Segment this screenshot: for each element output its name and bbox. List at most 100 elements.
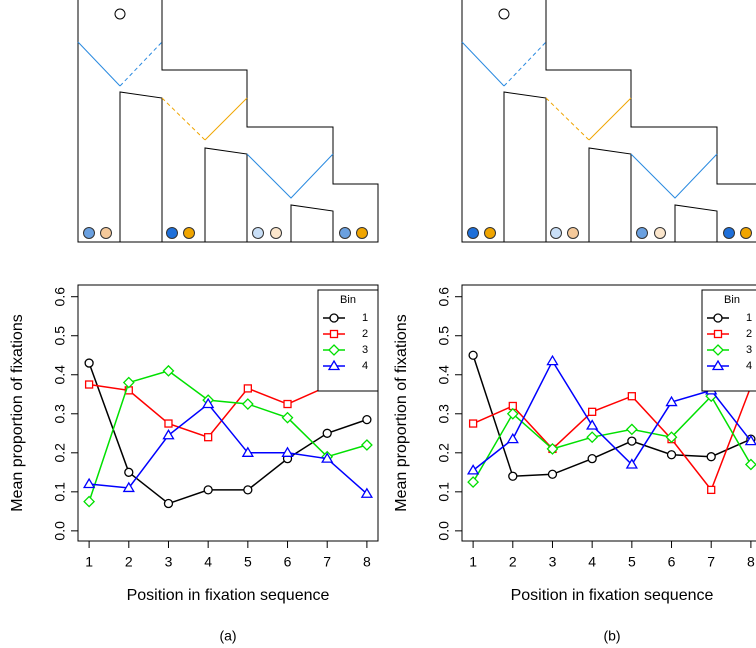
- marker: [506, 432, 519, 444]
- outline: [461, 0, 756, 243]
- marker: [281, 446, 294, 457]
- legend-marker: [328, 344, 340, 356]
- legend: Bin 1 2 3 4: [701, 289, 756, 392]
- marker: [204, 433, 213, 442]
- y-tick-label: 0.2: [436, 443, 452, 463]
- pillar: [674, 204, 718, 242]
- marker: [468, 419, 478, 428]
- diagram-b: [461, 0, 756, 243]
- marker: [744, 434, 756, 446]
- y-axis-title: Mean proportion of fixations: [393, 314, 410, 511]
- legend-label: 4: [746, 360, 752, 372]
- caption: (a): [219, 628, 236, 644]
- marker: [627, 436, 637, 446]
- marker: [707, 485, 716, 495]
- marker: [83, 495, 96, 508]
- y-tick-label: 0.2: [52, 443, 68, 463]
- token: [484, 227, 496, 239]
- token: [100, 227, 112, 239]
- plot-frame: [461, 284, 756, 542]
- pillar: [290, 204, 334, 242]
- marker: [122, 481, 135, 493]
- marker: [243, 485, 253, 495]
- token: [166, 227, 178, 239]
- legend-label: 1: [362, 312, 368, 324]
- series-line: [472, 386, 752, 492]
- path: [204, 97, 248, 141]
- token: [654, 227, 666, 239]
- x-tick-label: 7: [707, 554, 715, 570]
- marker: [241, 398, 254, 410]
- marker: [322, 428, 332, 438]
- marker: [627, 392, 636, 401]
- marker: [508, 471, 518, 481]
- marker: [241, 446, 254, 457]
- legend-marker: [711, 359, 725, 371]
- token: [183, 227, 195, 239]
- x-tick-label: 8: [363, 554, 371, 570]
- path: [119, 41, 163, 87]
- y-tick-label: 0.4: [52, 365, 68, 385]
- legend-label: 1: [746, 312, 752, 324]
- series-line: [88, 362, 368, 505]
- x-tick-label: 3: [549, 554, 557, 570]
- token: [550, 227, 562, 239]
- marker: [625, 458, 638, 469]
- marker: [547, 469, 558, 479]
- y-tick-label: 0.0: [436, 521, 452, 541]
- marker: [466, 464, 480, 475]
- x-tick-label: 4: [588, 554, 596, 570]
- series-line: [89, 402, 368, 495]
- marker: [321, 452, 334, 463]
- legend-marker: [713, 329, 723, 339]
- marker: [122, 376, 135, 389]
- marker: [625, 423, 638, 436]
- path: [503, 41, 547, 87]
- marker: [506, 407, 519, 420]
- token: [270, 227, 282, 239]
- y-tick-label: 0.5: [52, 326, 68, 346]
- pillar: [588, 147, 632, 242]
- path: [246, 153, 334, 199]
- marker: [546, 442, 559, 455]
- chart: 0.0 0.1 0.2 0.3 0.4 0.5 0.6 1 2 3 4 5 6 7 8 Position in…: [393, 284, 756, 644]
- marker: [360, 487, 374, 498]
- path: [630, 153, 718, 199]
- y-tick-label: 0.3: [52, 404, 68, 424]
- legend-box: [701, 289, 756, 392]
- legend-marker: [329, 313, 339, 323]
- legend-title: Bin: [340, 294, 356, 306]
- marker: [588, 407, 597, 416]
- marker: [281, 411, 294, 424]
- x-tick-label: 5: [628, 554, 636, 570]
- legend-label: 2: [746, 328, 752, 340]
- outline: [77, 0, 379, 243]
- path: [77, 41, 121, 87]
- x-tick-label: 6: [284, 554, 292, 570]
- legend-marker: [713, 313, 723, 323]
- token: [339, 227, 351, 239]
- x-tick-label: 4: [204, 554, 212, 570]
- x-tick-label: 8: [747, 554, 755, 570]
- plot-frame: [77, 284, 379, 542]
- legend-label: 2: [362, 328, 368, 340]
- legend-box: [317, 289, 379, 392]
- legend-marker: [329, 329, 339, 339]
- x-tick-label: 7: [323, 554, 331, 570]
- y-tick-label: 0.6: [52, 287, 68, 307]
- legend-title: Bin: [724, 294, 740, 306]
- marker: [665, 431, 678, 444]
- x-tick-label: 5: [244, 554, 252, 570]
- marker: [665, 395, 678, 407]
- legend-label: 4: [362, 360, 368, 372]
- series-line: [472, 394, 752, 483]
- x-tick-label: 2: [125, 554, 133, 570]
- x-tick-label: 1: [469, 554, 477, 570]
- x-axis-title: Position in fixation sequence: [511, 587, 714, 604]
- marker: [202, 397, 215, 409]
- diagram-a: [77, 0, 379, 243]
- y-tick-label: 0.1: [52, 482, 68, 502]
- marker: [124, 467, 134, 477]
- y-tick-label: 0.3: [436, 404, 452, 424]
